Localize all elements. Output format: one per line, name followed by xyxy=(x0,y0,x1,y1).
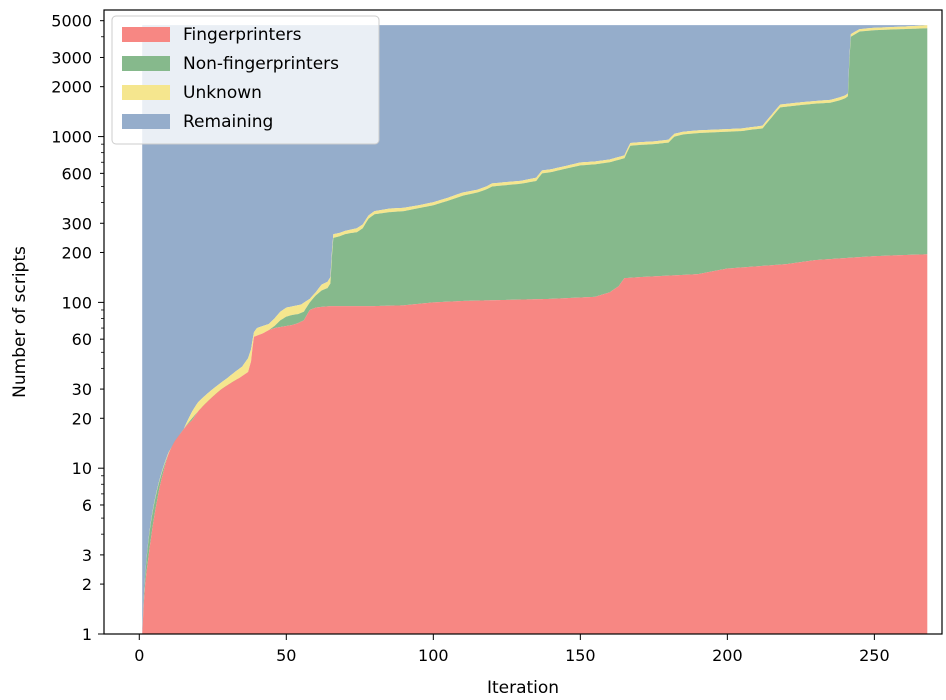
y-tick-label: 30 xyxy=(72,380,92,399)
legend: Fingerprinters Non-fingerprinters Unknown R… xyxy=(111,15,380,145)
y-tick-label: 2 xyxy=(82,575,92,594)
y-tick-label: 6 xyxy=(82,496,92,515)
y-tick-label: 20 xyxy=(72,409,92,428)
x-tick-label: 250 xyxy=(859,646,890,665)
x-tick-label: 150 xyxy=(565,646,596,665)
y-axis-title: Number of scripts xyxy=(10,246,30,398)
legend-label-fingerprinters: Fingerprinters xyxy=(183,25,302,45)
x-tick-label: 0 xyxy=(134,646,144,665)
x-axis-title: Iteration xyxy=(487,678,559,698)
y-tick-label: 1 xyxy=(82,625,92,644)
y-tick-label: 10 xyxy=(72,459,92,478)
area-non-fingerprinters xyxy=(142,28,928,634)
legend-swatch-remaining xyxy=(122,114,170,129)
legend-swatch-non-fingerprinters xyxy=(122,56,170,71)
area-fingerprinters xyxy=(142,254,928,635)
y-tick-label: 600 xyxy=(61,164,92,183)
y-tick-label: 100 xyxy=(61,293,92,312)
legend-box xyxy=(111,15,380,145)
legend-label-remaining: Remaining xyxy=(183,112,273,132)
axes-layer: 0 50 100 150 200 250 1 2 3 6 10 20 30 60 100 200 300 600 1… xyxy=(10,9,943,698)
y-tick-label: 2000 xyxy=(51,78,92,97)
x-tick-label: 200 xyxy=(712,646,743,665)
x-tick-label: 50 xyxy=(276,646,296,665)
y-tick-label: 300 xyxy=(61,214,92,233)
legend-swatch-unknown xyxy=(122,85,170,100)
area-layer xyxy=(142,25,928,635)
x-tick-label: 100 xyxy=(418,646,449,665)
y-tick-label: 200 xyxy=(61,243,92,262)
legend-label-unknown: Unknown xyxy=(183,83,262,103)
area-remaining xyxy=(142,25,928,634)
plot-frame xyxy=(103,9,943,635)
y-tick-label: 5000 xyxy=(51,12,92,31)
y-tick-label: 60 xyxy=(72,330,92,349)
y-tick-label: 3000 xyxy=(51,48,92,67)
legend-swatch-fingerprinters xyxy=(122,27,170,42)
legend-label-non-fingerprinters: Non-fingerprinters xyxy=(183,54,339,74)
y-tick-label: 1000 xyxy=(51,128,92,147)
y-tick-label: 3 xyxy=(82,546,92,565)
